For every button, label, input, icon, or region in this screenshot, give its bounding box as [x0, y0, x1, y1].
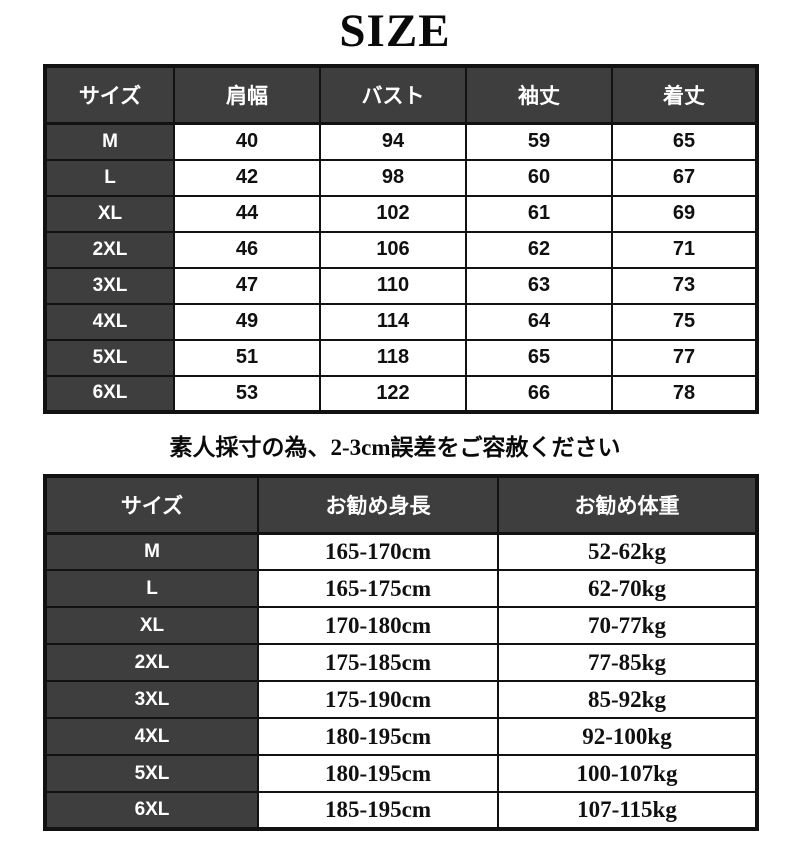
fit-recommendation-table: サイズ お勧め身長 お勧め体重 M 165-170cm 52-62kg L 16…: [43, 473, 759, 831]
sleeve-value: 63: [465, 266, 613, 305]
weight-range-value: 107-115kg: [497, 791, 758, 830]
size-label: XL: [44, 194, 175, 233]
size-label: 5XL: [44, 754, 259, 793]
bust-value: 114: [319, 302, 467, 341]
height-range-value: 175-185cm: [257, 643, 499, 682]
size-label: M: [44, 532, 259, 571]
shoulder-value: 42: [173, 158, 321, 197]
page-title: SIZE: [339, 5, 451, 57]
height-range-value: 165-170cm: [257, 532, 499, 571]
length-value: 67: [611, 158, 758, 197]
size-measurement-table: サイズ 肩幅 バスト 袖丈 着丈 M 40 94 59 65 L 42 98 6…: [43, 64, 759, 414]
weight-range-value: 92-100kg: [497, 717, 758, 756]
size-label: M: [44, 122, 175, 161]
shoulder-value: 40: [173, 122, 321, 161]
size-label: 2XL: [44, 643, 259, 682]
table-row: 4XL 49 114 64 75: [44, 302, 758, 341]
length-value: 78: [611, 374, 758, 413]
weight-range-value: 77-85kg: [497, 643, 758, 682]
size-label: 3XL: [44, 680, 259, 719]
table-row: 6XL 53 122 66 78: [44, 374, 758, 413]
table-row: 3XL 47 110 63 73: [44, 266, 758, 305]
table-row: 6XL 185-195cm 107-115kg: [44, 791, 758, 830]
column-header-size: サイズ: [44, 474, 259, 535]
weight-range-value: 52-62kg: [497, 532, 758, 571]
bust-value: 110: [319, 266, 467, 305]
length-value: 69: [611, 194, 758, 233]
sleeve-value: 66: [465, 374, 613, 413]
size-table-header-row: サイズ 肩幅 バスト 袖丈 着丈: [44, 65, 758, 125]
length-value: 75: [611, 302, 758, 341]
bust-value: 106: [319, 230, 467, 269]
sleeve-value: 59: [465, 122, 613, 161]
column-header-sleeve: 袖丈: [465, 65, 613, 125]
column-header-size: サイズ: [44, 65, 175, 125]
table-row: M 40 94 59 65: [44, 122, 758, 161]
column-header-length: 着丈: [611, 65, 758, 125]
height-range-value: 180-195cm: [257, 754, 499, 793]
table-row: 3XL 175-190cm 85-92kg: [44, 680, 758, 719]
table-row: L 42 98 60 67: [44, 158, 758, 197]
size-label: XL: [44, 606, 259, 645]
measurement-note: 素人採寸の為、2-3cm誤差をご容赦ください: [169, 434, 621, 460]
weight-range-value: 100-107kg: [497, 754, 758, 793]
table-row: XL 170-180cm 70-77kg: [44, 606, 758, 645]
bust-value: 98: [319, 158, 467, 197]
bust-value: 94: [319, 122, 467, 161]
shoulder-value: 51: [173, 338, 321, 377]
size-label: 2XL: [44, 230, 175, 269]
shoulder-value: 44: [173, 194, 321, 233]
table-row: 5XL 51 118 65 77: [44, 338, 758, 377]
size-label: L: [44, 569, 259, 608]
sleeve-value: 64: [465, 302, 613, 341]
table-row: 4XL 180-195cm 92-100kg: [44, 717, 758, 756]
weight-range-value: 62-70kg: [497, 569, 758, 608]
weight-range-value: 85-92kg: [497, 680, 758, 719]
length-value: 77: [611, 338, 758, 377]
height-range-value: 165-175cm: [257, 569, 499, 608]
sleeve-value: 65: [465, 338, 613, 377]
length-value: 65: [611, 122, 758, 161]
length-value: 73: [611, 266, 758, 305]
size-label: 6XL: [44, 374, 175, 413]
table-row: M 165-170cm 52-62kg: [44, 532, 758, 571]
weight-range-value: 70-77kg: [497, 606, 758, 645]
fit-table-header-row: サイズ お勧め身長 お勧め体重: [44, 474, 758, 535]
column-header-shoulder: 肩幅: [173, 65, 321, 125]
size-label: 4XL: [44, 302, 175, 341]
height-range-value: 175-190cm: [257, 680, 499, 719]
height-range-value: 170-180cm: [257, 606, 499, 645]
sleeve-value: 60: [465, 158, 613, 197]
bust-value: 122: [319, 374, 467, 413]
column-header-recommended-height: お勧め身長: [257, 474, 499, 535]
bust-value: 102: [319, 194, 467, 233]
table-row: 2XL 175-185cm 77-85kg: [44, 643, 758, 682]
shoulder-value: 53: [173, 374, 321, 413]
height-range-value: 180-195cm: [257, 717, 499, 756]
table-row: L 165-175cm 62-70kg: [44, 569, 758, 608]
table-row: 5XL 180-195cm 100-107kg: [44, 754, 758, 793]
height-range-value: 185-195cm: [257, 791, 499, 830]
column-header-recommended-weight: お勧め体重: [497, 474, 758, 535]
bust-value: 118: [319, 338, 467, 377]
size-label: 4XL: [44, 717, 259, 756]
size-label: 5XL: [44, 338, 175, 377]
shoulder-value: 46: [173, 230, 321, 269]
size-label: 3XL: [44, 266, 175, 305]
size-label: L: [44, 158, 175, 197]
shoulder-value: 47: [173, 266, 321, 305]
sleeve-value: 61: [465, 194, 613, 233]
table-row: XL 44 102 61 69: [44, 194, 758, 233]
column-header-bust: バスト: [319, 65, 467, 125]
length-value: 71: [611, 230, 758, 269]
table-row: 2XL 46 106 62 71: [44, 230, 758, 269]
size-label: 6XL: [44, 791, 259, 830]
shoulder-value: 49: [173, 302, 321, 341]
sleeve-value: 62: [465, 230, 613, 269]
